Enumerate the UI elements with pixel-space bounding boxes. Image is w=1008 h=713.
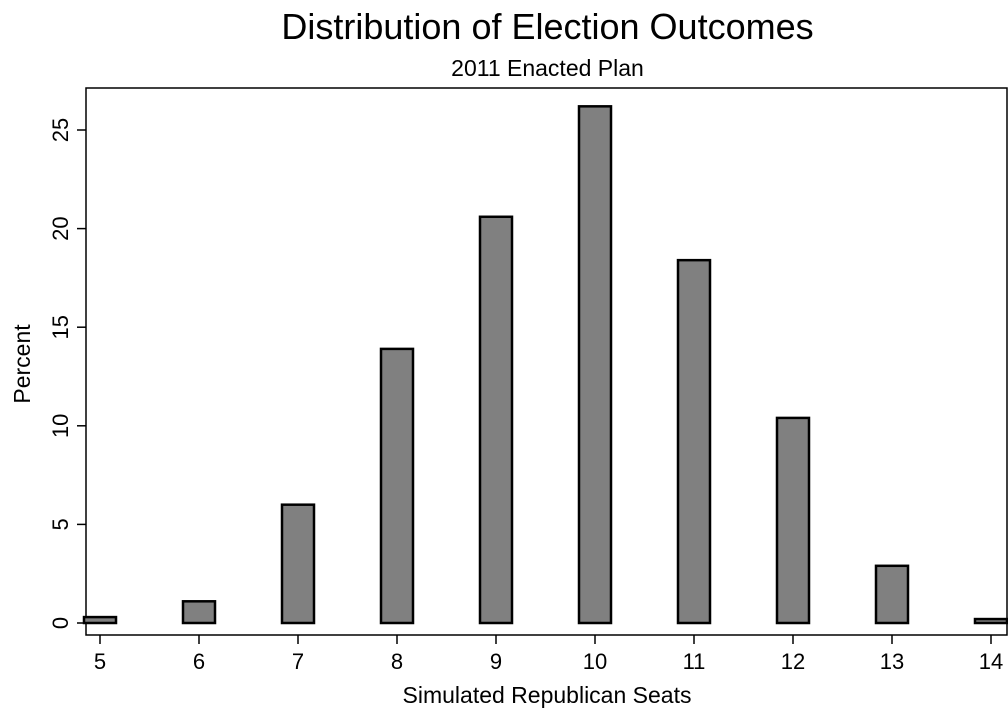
bar-8: [379, 347, 415, 625]
bar-12: [775, 416, 811, 625]
chart-title: Distribution of Election Outcomes: [281, 6, 814, 47]
chart-subtitle: 2011 Enacted Plan: [451, 55, 644, 81]
y-tick-label-0: 0: [48, 617, 73, 629]
x-tick-label-14: 14: [979, 649, 1003, 674]
y-tick-label-25: 25: [48, 118, 73, 142]
x-tick-label-8: 8: [391, 649, 403, 674]
y-tick-label-20: 20: [48, 216, 73, 240]
bar-10: [577, 105, 613, 625]
x-tick-label-7: 7: [292, 649, 304, 674]
bar-7: [280, 503, 316, 625]
x-tick-label-6: 6: [193, 649, 205, 674]
x-tick-label-5: 5: [94, 649, 106, 674]
x-axis: 5 6 7 8 9 10 11 12 13 14: [94, 635, 1003, 674]
bar-9: [478, 215, 514, 625]
bars: [82, 105, 1008, 625]
x-tick-label-12: 12: [781, 649, 805, 674]
x-tick-label-13: 13: [880, 649, 904, 674]
bar-5: [82, 615, 118, 625]
y-axis-label: Percent: [9, 324, 35, 404]
bar-11: [676, 258, 712, 625]
y-tick-label-5: 5: [48, 518, 73, 530]
plot-frame: [85, 87, 1008, 636]
x-tick-label-9: 9: [490, 649, 502, 674]
y-axis: 0 5 10 15 20 25: [48, 118, 86, 629]
x-tick-label-10: 10: [583, 649, 607, 674]
x-tick-label-11: 11: [683, 649, 706, 674]
y-tick-label-10: 10: [48, 414, 73, 438]
x-axis-label: Simulated Republican Seats: [403, 682, 692, 708]
bar-6: [181, 600, 217, 625]
bar-13: [874, 564, 910, 625]
y-tick-label-15: 15: [48, 315, 73, 339]
bar-14: [973, 617, 1008, 625]
